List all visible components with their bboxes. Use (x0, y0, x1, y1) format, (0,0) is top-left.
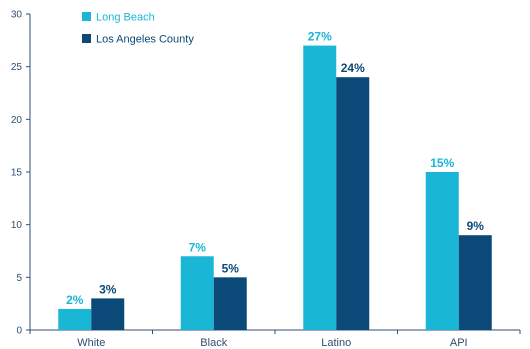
legend-label: Los Angeles County (96, 34, 194, 46)
bars: 2% 3% 7% 5% 27% 24% 15% 9% (58, 30, 492, 330)
bar-white-los-angeles-county (91, 298, 125, 330)
legend-swatch (82, 34, 91, 43)
bar-black-long-beach (180, 256, 214, 330)
x-tick-label: White (77, 337, 105, 349)
data-label: 5% (222, 261, 240, 275)
data-label: 27% (308, 30, 332, 44)
y-tick-label: 0 (16, 326, 22, 337)
data-label: 15% (430, 156, 454, 170)
legend-swatch (82, 12, 91, 21)
data-label: 9% (467, 219, 485, 233)
bar-api-long-beach (425, 172, 459, 330)
y-tick-label: 30 (11, 10, 23, 21)
x-tick-label: API (450, 337, 468, 349)
bar-black-los-angeles-county (213, 277, 247, 330)
y-tick-label: 15 (11, 168, 23, 179)
data-label: 24% (341, 61, 365, 75)
legend-label: Long Beach (96, 12, 155, 24)
x-tick-label: Latino (321, 337, 351, 349)
y-tick-label: 20 (11, 115, 23, 126)
data-label: 2% (66, 293, 84, 307)
y-axis: 0 5 10 15 20 25 30 (11, 10, 31, 337)
data-label: 7% (189, 240, 207, 254)
x-axis: White Black Latino API (29, 329, 521, 349)
y-tick-label: 5 (16, 273, 22, 284)
y-tick-label: 10 (11, 220, 23, 231)
bar-latino-long-beach (303, 45, 337, 330)
data-label: 3% (99, 282, 117, 296)
y-tick-label: 25 (11, 62, 23, 73)
bar-api-los-angeles-county (458, 235, 492, 330)
legend: Long Beach Los Angeles County (82, 12, 194, 46)
x-tick-label: Black (200, 337, 227, 349)
bar-latino-los-angeles-county (336, 77, 370, 330)
bar-white-long-beach (58, 308, 92, 330)
